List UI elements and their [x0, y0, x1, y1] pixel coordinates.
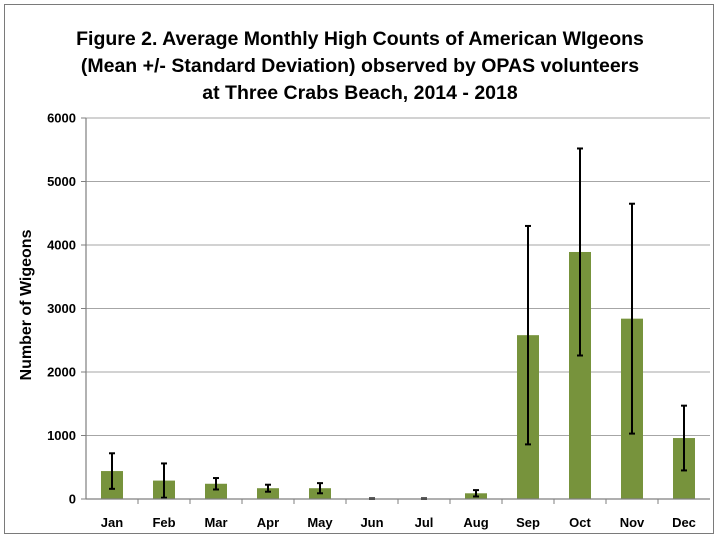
error-bar-aug — [473, 489, 479, 498]
bar-mar — [205, 483, 227, 499]
x-tick-label-jun: Jun — [360, 515, 383, 530]
x-tick-label-mar: Mar — [204, 515, 227, 530]
x-tick-label-aug: Aug — [463, 515, 488, 530]
bars — [101, 251, 695, 499]
x-tick-labels: Jan Feb Mar Apr May Jun Jul Aug Sep Oct Nov Dec — [101, 515, 696, 530]
x-tick-label-jan: Jan — [101, 515, 123, 530]
error-bar-dec — [681, 404, 687, 472]
error-bar-oct — [577, 147, 583, 357]
y-tick-label-2000: 2000 — [47, 365, 76, 380]
chart-title-line-2: (Mean +/- Standard Deviation) observed b… — [80, 55, 640, 77]
x-tick-label-apr: Apr — [257, 515, 279, 530]
x-tick-label-may: May — [307, 515, 333, 530]
error-bar-jan — [109, 452, 115, 490]
y-tick-label-5000: 5000 — [47, 174, 76, 189]
x-tick-label-feb: Feb — [152, 515, 175, 530]
error-bar-feb — [161, 462, 167, 499]
x-tick-label-sep: Sep — [516, 515, 540, 530]
chart-title-line-3: at Three Crabs Beach, 2014 - 2018 — [202, 82, 518, 104]
chart-title: Figure 2. Average Monthly High Counts of… — [60, 26, 660, 107]
y-tick-label-0: 0 — [69, 492, 76, 507]
y-tick-label-4000: 4000 — [47, 238, 76, 253]
error-bar-may — [317, 482, 323, 495]
y-tick-label-3000: 3000 — [47, 301, 76, 316]
x-tick-label-nov: Nov — [620, 515, 645, 530]
chart-frame — [4, 4, 714, 534]
gridlines — [86, 117, 710, 436]
error-bars — [109, 147, 687, 500]
error-bar-sep — [525, 224, 531, 446]
x-tick-label-dec: Dec — [672, 515, 696, 530]
error-bar-apr — [265, 483, 271, 493]
error-bar-mar — [213, 477, 219, 491]
y-tick-labels: 0 1000 2000 3000 4000 5000 6000 — [47, 111, 76, 507]
x-tick-label-jul: Jul — [415, 515, 434, 530]
error-bar-nov — [629, 202, 635, 435]
chart-title-line-1: Figure 2. Average Monthly High Counts of… — [76, 28, 644, 50]
bar-oct — [569, 251, 591, 499]
y-tick-label-1000: 1000 — [47, 428, 76, 443]
x-tick-label-oct: Oct — [569, 515, 591, 530]
axes — [81, 117, 710, 504]
bar-apr — [257, 488, 279, 499]
y-tick-label-6000: 6000 — [47, 111, 76, 126]
